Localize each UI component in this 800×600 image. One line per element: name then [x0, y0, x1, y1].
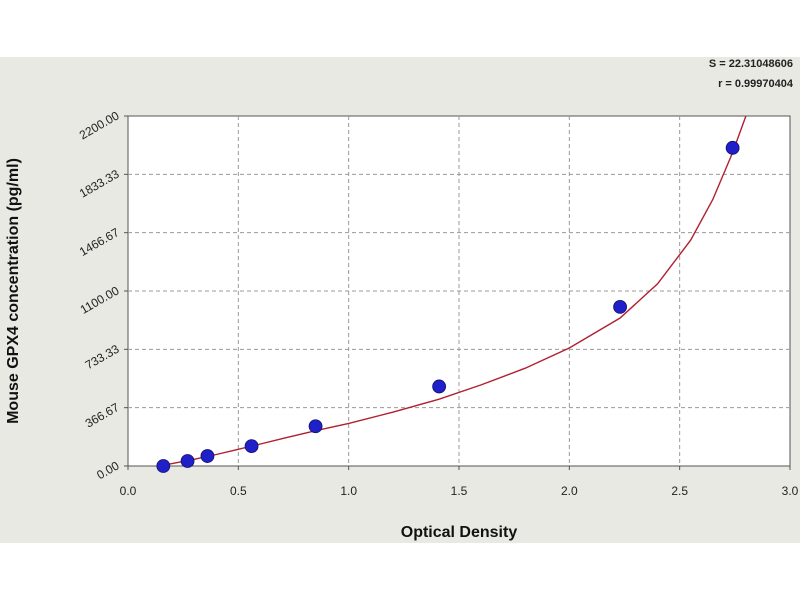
x-tick-label: 2.5 [671, 484, 688, 498]
data-point [432, 379, 447, 394]
x-axis-title: Optical Density [401, 524, 518, 541]
x-tick-label: 0.0 [120, 484, 137, 498]
y-axis-title: Mouse GPX4 concentration (pg/ml) [5, 158, 22, 424]
data-point [156, 459, 171, 473]
x-tick-label: 3.0 [782, 484, 799, 498]
y-tick-label: 1833.33 [77, 167, 122, 201]
y-tick-label: 366.67 [83, 400, 122, 431]
x-tick-label: 0.5 [230, 484, 247, 498]
y-tick-labels: 0.00 366.67 733.33 1100.00 1466.67 1833.33 220… [77, 108, 128, 482]
stat-s-value: S = 22.31048606 [709, 58, 793, 70]
y-tick-label: 1100.00 [78, 283, 122, 317]
data-point [613, 300, 627, 314]
y-tick-label: 2200.00 [77, 108, 122, 142]
data-point [308, 419, 323, 434]
y-tick-label: 0.00 [94, 458, 122, 482]
data-point [200, 449, 215, 463]
y-tick-label: 733.33 [83, 342, 122, 373]
grid-layer [128, 116, 790, 466]
data-point [244, 439, 259, 454]
data-point [180, 454, 195, 468]
data-point [725, 140, 740, 155]
stat-r-value: r = 0.99970404 [718, 78, 794, 90]
fit-curve [154, 116, 747, 466]
x-tick-label: 1.5 [451, 484, 468, 498]
fit-curve-layer [154, 116, 747, 466]
x-tick-label: 1.0 [340, 484, 357, 498]
data-points-layer [156, 140, 740, 473]
x-tick-label: 2.0 [561, 484, 578, 498]
x-tick-labels: 0.0 0.5 1.0 1.5 2.0 2.5 3.0 [120, 466, 799, 498]
y-tick-label: 1466.67 [77, 225, 122, 259]
